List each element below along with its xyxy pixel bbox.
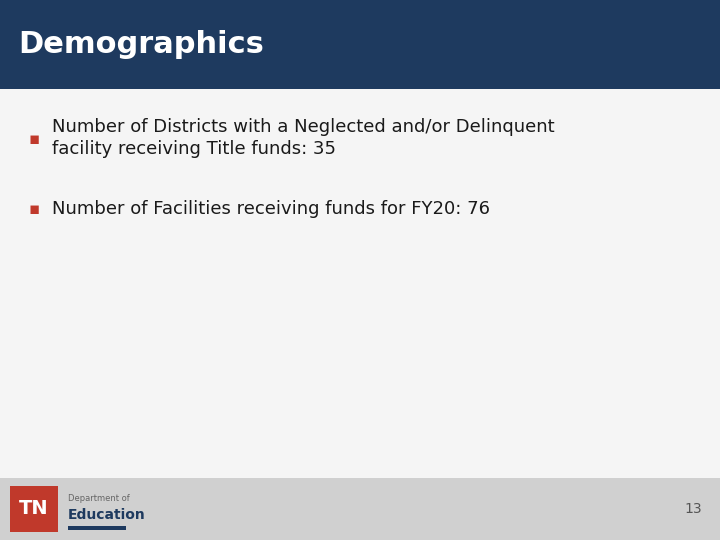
Text: Education: Education [68,508,145,522]
Bar [10,486,58,532]
Bar [68,526,126,530]
Bar [0,478,720,540]
Text: ▪: ▪ [28,200,40,218]
Text: facility receiving Title funds: 35: facility receiving Title funds: 35 [52,140,336,158]
Text: Number of Facilities receiving funds for FY20: 76: Number of Facilities receiving funds for… [52,200,490,218]
Bar [0,0,720,89]
Text: 13: 13 [685,502,702,516]
Text: Department of: Department of [68,495,130,503]
Text: TN: TN [19,500,49,518]
Text: Demographics: Demographics [18,30,264,59]
Text: Number of Districts with a Neglected and/or Delinquent: Number of Districts with a Neglected and… [52,118,554,136]
Text: ▪: ▪ [28,130,40,148]
